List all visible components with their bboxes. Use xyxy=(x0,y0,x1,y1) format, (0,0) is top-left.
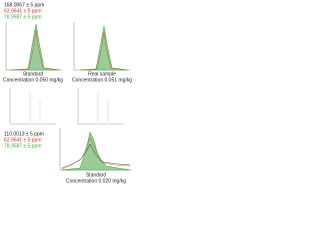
mz-label: 62.9641 ± 5 ppm xyxy=(4,8,42,14)
peak xyxy=(61,143,131,169)
peak xyxy=(81,31,127,71)
panel xyxy=(5,22,130,71)
mz-label: 168.0067 ± 5 ppm xyxy=(4,2,44,8)
concentration: Concentration 0.051 mg/kg xyxy=(72,77,132,83)
mz-label: 62.9641 ± 5 ppm xyxy=(4,137,42,143)
peak xyxy=(79,25,129,71)
panel-label: Standard xyxy=(23,71,44,77)
panel-label: Standard xyxy=(86,172,107,178)
mz-label: 110.0013 ± 5 ppm xyxy=(4,131,44,137)
peak xyxy=(11,29,59,71)
figure: 168.0067 ± 5 ppm 62.9641 ± 5 ppm 78.9587… xyxy=(3,2,132,184)
concentration: Concentration 0.020 mg/kg xyxy=(66,178,126,184)
inset xyxy=(9,88,124,125)
mz-label: 78.9587 ± 5 ppm xyxy=(4,14,42,20)
concentration: Concentration 0.050 mg/kg xyxy=(3,77,63,83)
peak xyxy=(61,137,131,170)
peak xyxy=(9,23,61,71)
panel-label: Real sample xyxy=(88,71,116,77)
mz-label: 78.9587 ± 5 ppm xyxy=(4,143,42,149)
